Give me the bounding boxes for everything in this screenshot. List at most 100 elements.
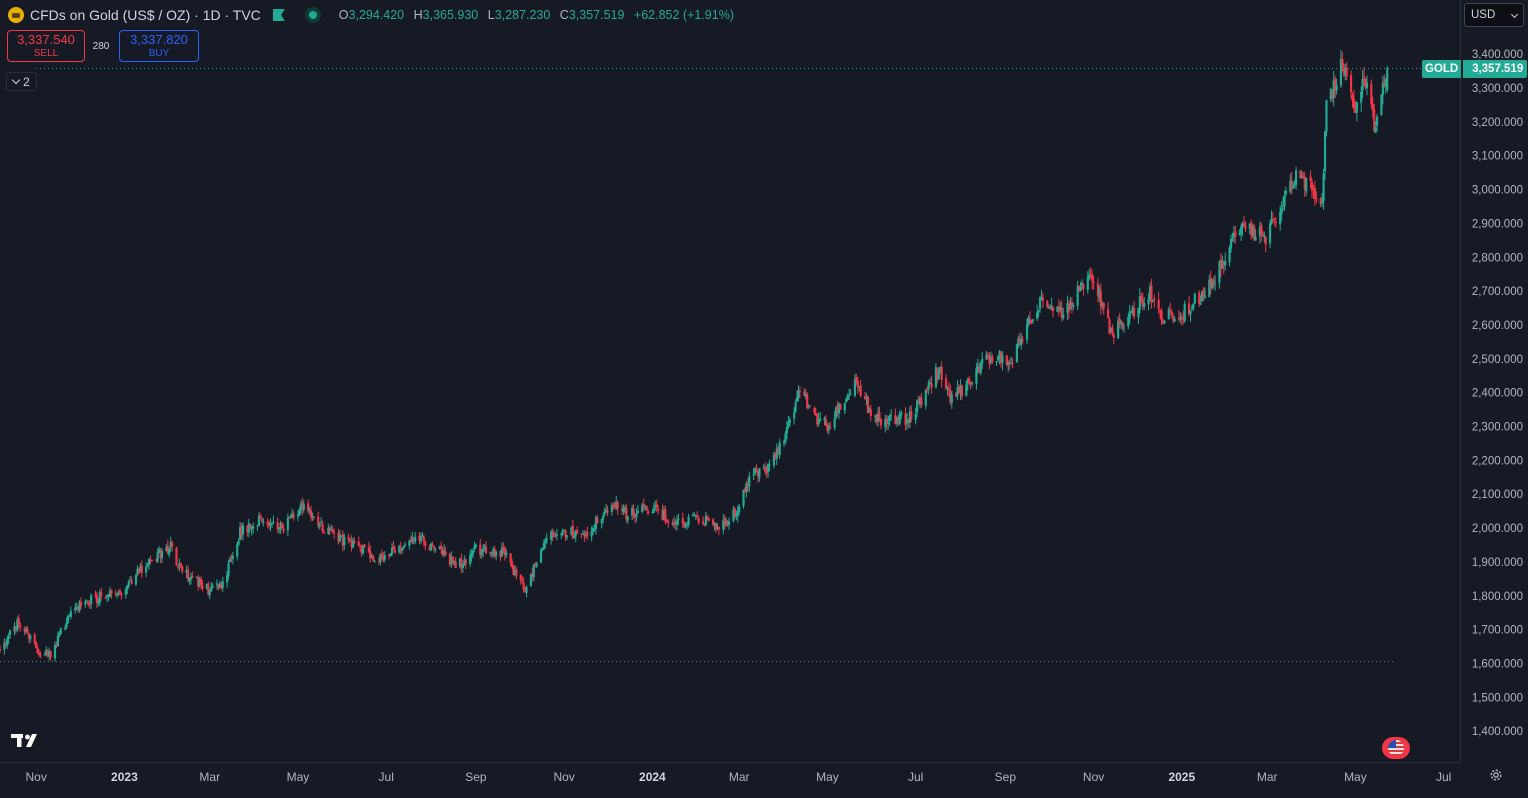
candle	[529, 573, 532, 587]
candle	[1079, 281, 1082, 292]
candle	[532, 564, 535, 582]
candle	[1209, 270, 1212, 295]
candle	[399, 541, 402, 555]
candle	[176, 565, 180, 570]
candle	[694, 514, 697, 520]
change-value: +62.852 (+1.91%)	[633, 8, 734, 22]
candle	[1028, 311, 1032, 325]
candle	[291, 508, 294, 519]
currency-select[interactable]: USD	[1464, 3, 1524, 27]
candle	[819, 412, 822, 423]
low-value: 3,287.230	[494, 8, 551, 22]
candle	[321, 520, 324, 534]
candle	[1214, 274, 1217, 291]
candle	[846, 393, 849, 401]
candle	[158, 545, 161, 554]
candle	[1169, 302, 1172, 314]
candle	[444, 546, 447, 556]
candle	[534, 561, 537, 568]
high-label: H	[413, 8, 423, 22]
candle	[1132, 301, 1136, 320]
candle	[1127, 312, 1130, 330]
flag-icon[interactable]	[272, 9, 285, 21]
candle	[620, 504, 624, 515]
buy-button[interactable]: 3,337.820 BUY	[119, 30, 199, 62]
candle	[725, 517, 728, 527]
candle	[1212, 276, 1215, 289]
settings-gear-icon[interactable]	[1489, 768, 1503, 782]
trade-panel: 3,337.540 SELL 280 3,337.820 BUY	[7, 30, 199, 62]
candle	[503, 545, 506, 561]
candle	[767, 463, 770, 478]
candle	[1072, 302, 1075, 311]
price-axis[interactable]: 1,400.000 1,500.000 1,600.000 1,700.000 1,80…	[1460, 0, 1528, 762]
candle	[784, 430, 787, 445]
candle	[794, 399, 797, 414]
candle	[960, 384, 964, 401]
candle	[320, 517, 323, 524]
symbol-title[interactable]: CFDs on Gold (US$ / OZ) · 1D · TVC	[30, 7, 261, 23]
candle	[87, 600, 90, 607]
candle	[701, 516, 705, 526]
chart-canvas[interactable]	[0, 0, 1460, 762]
candle	[736, 505, 739, 523]
candle	[843, 402, 846, 415]
candle	[521, 576, 524, 584]
candle	[1281, 196, 1285, 211]
candle	[1131, 305, 1134, 316]
candle	[545, 533, 548, 544]
candle	[353, 537, 356, 545]
sell-button[interactable]: 3,337.540 SELL	[7, 30, 85, 62]
economic-events-flag-button[interactable]	[1382, 737, 1410, 759]
candle	[328, 526, 331, 535]
candle	[471, 548, 475, 559]
candle	[916, 399, 919, 417]
tradingview-logo[interactable]	[11, 731, 43, 754]
candle	[1274, 217, 1277, 228]
candle	[340, 534, 343, 538]
indicators-toggle-button[interactable]: 2	[6, 72, 37, 91]
candle	[645, 505, 648, 511]
candle	[227, 560, 230, 580]
candle	[29, 634, 32, 643]
candle	[9, 629, 12, 639]
candle	[1253, 223, 1256, 242]
candle	[241, 522, 245, 541]
ohlc-values: O3,294.420 H3,365.930 L3,287.230 C3,357.…	[339, 8, 734, 22]
spread-value: 280	[92, 40, 110, 52]
candle	[412, 537, 415, 545]
candlestick-plot[interactable]	[0, 0, 1460, 762]
candle	[512, 565, 515, 576]
candle	[1143, 297, 1146, 311]
candle	[1007, 360, 1010, 373]
candle	[754, 466, 757, 476]
time-axis[interactable]: Nov 2023 Mar May Jul Sep Nov 2024 Mar May Jul Sep No…	[0, 762, 1460, 793]
candle	[539, 548, 543, 564]
candle	[1240, 223, 1243, 242]
candle	[1352, 89, 1356, 114]
candle	[1279, 205, 1282, 231]
candle	[428, 544, 431, 551]
candle	[1250, 219, 1253, 240]
candle	[55, 641, 58, 649]
candle	[985, 350, 988, 360]
candle	[1345, 61, 1348, 81]
candle	[897, 414, 900, 426]
candle	[66, 614, 70, 625]
candle	[338, 530, 342, 543]
candle	[875, 414, 878, 426]
market-status-icon[interactable]	[304, 7, 321, 23]
candle	[898, 410, 901, 426]
candle	[299, 500, 302, 515]
candle	[848, 388, 851, 401]
candle	[218, 580, 221, 589]
open-value: 3,294.420	[348, 8, 405, 22]
candle	[651, 509, 654, 514]
candle	[1312, 185, 1315, 199]
candle	[591, 525, 595, 535]
candle	[644, 504, 647, 511]
candle	[940, 361, 943, 388]
candle	[863, 391, 867, 400]
time-tick-label: May	[287, 770, 310, 784]
candle	[1017, 335, 1020, 349]
